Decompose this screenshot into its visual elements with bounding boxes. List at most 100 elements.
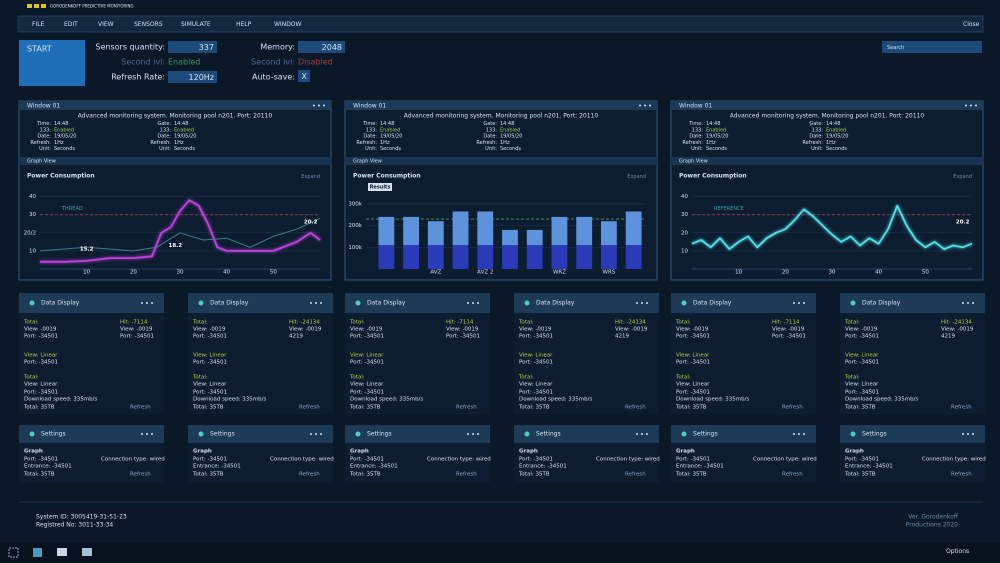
menu-dot[interactable] [315, 302, 317, 304]
menu-dot[interactable] [793, 433, 795, 435]
menu-dot[interactable] [315, 433, 317, 435]
bar-segment [576, 245, 593, 269]
start-button[interactable] [19, 40, 85, 86]
menu-dot[interactable] [141, 433, 143, 435]
info-label: Refresh: [150, 140, 171, 146]
menu-dot[interactable] [477, 302, 479, 304]
menu-dot[interactable] [641, 302, 643, 304]
menu-dot[interactable] [467, 433, 469, 435]
menu-dot[interactable] [798, 302, 800, 304]
menu-dot[interactable] [477, 433, 479, 435]
menu-dot[interactable] [318, 104, 320, 107]
description: Advanced monitoring system. Monitoring p… [404, 113, 599, 120]
menu-dot[interactable] [798, 433, 800, 435]
chart-icon[interactable] [33, 548, 42, 557]
menu-dot[interactable] [965, 104, 967, 107]
checkbox[interactable] [298, 70, 310, 82]
info-value: 1Hz [54, 140, 64, 146]
panel-text: Total: [349, 320, 365, 326]
menu-dot[interactable] [793, 302, 795, 304]
data-label: 20.2 [956, 219, 970, 225]
menu-dot[interactable] [803, 433, 805, 435]
panel-text: Download speed: 335mb/s [519, 397, 593, 403]
info-label: 133: [812, 127, 824, 133]
panel-title: Settings [210, 431, 235, 438]
menu-dot[interactable] [967, 302, 969, 304]
input-box[interactable] [168, 41, 217, 53]
menu-dot[interactable] [639, 104, 641, 107]
info-label: 133: [486, 127, 498, 133]
info-value: Enabled [706, 127, 726, 133]
menu-dot[interactable] [146, 302, 148, 304]
menu-dot[interactable] [313, 104, 315, 107]
menu-dot[interactable] [972, 302, 974, 304]
menu-item[interactable]: SIMULATE [181, 21, 211, 28]
menu-item[interactable]: HELP [236, 21, 252, 28]
menu-dot[interactable] [472, 302, 474, 304]
mail-icon[interactable] [82, 548, 92, 556]
menu-dot[interactable] [323, 104, 325, 107]
menu-dot[interactable] [646, 433, 648, 435]
menu-dot[interactable] [646, 302, 648, 304]
menu-dot[interactable] [967, 433, 969, 435]
input-box[interactable] [298, 41, 345, 53]
menu-dot[interactable] [151, 433, 153, 435]
menu-dot[interactable] [320, 433, 322, 435]
window-title: Window 01 [353, 102, 386, 109]
y-tick-label: 30 [29, 212, 36, 218]
status-dot [355, 431, 361, 437]
annotation: Results [370, 185, 391, 191]
apps-icon[interactable] [8, 547, 19, 558]
menu-item[interactable]: VIEW [98, 21, 114, 28]
menu-dot[interactable] [803, 302, 805, 304]
y-tick-label: 100k [348, 245, 362, 251]
menu-dot[interactable] [962, 433, 964, 435]
data-line [691, 204, 973, 250]
info-value: Seconds [380, 146, 401, 152]
info-value: 19/05/20 [54, 134, 76, 140]
window-icon[interactable] [57, 548, 67, 556]
menu-item[interactable]: WINDOW [274, 21, 302, 28]
menu-dot[interactable] [970, 104, 972, 107]
panel-text: Total: [192, 375, 208, 381]
menu-dot[interactable] [141, 302, 143, 304]
status-dot [198, 300, 204, 306]
info-label: Date: [363, 134, 377, 140]
menu-dot[interactable] [636, 302, 638, 304]
menu-dot[interactable] [649, 104, 651, 107]
menu-dot[interactable] [151, 302, 153, 304]
input-box[interactable] [168, 71, 217, 83]
menu-dot[interactable] [962, 302, 964, 304]
panel-title: Settings [536, 431, 561, 438]
panel-text: View: Linear [350, 382, 384, 388]
menu-dot[interactable] [310, 433, 312, 435]
menu-dot[interactable] [636, 433, 638, 435]
search-box[interactable] [882, 41, 982, 53]
label: Refresh Rate: [111, 73, 165, 82]
menu-item[interactable]: SENSORS [134, 21, 163, 28]
menu-dot[interactable] [467, 302, 469, 304]
info-value: Seconds [54, 146, 75, 152]
panel-text: Connection type: wired [427, 457, 491, 463]
graph-view-bar [19, 157, 331, 165]
menu-dot[interactable] [320, 302, 322, 304]
version: Ver. Gorodenkoff [908, 514, 959, 521]
info-label: 133: [692, 127, 704, 133]
window [670, 100, 984, 281]
window-title: Window 01 [27, 102, 60, 109]
menu-dot[interactable] [146, 433, 148, 435]
panel-header [671, 425, 816, 443]
menu-dot[interactable] [972, 433, 974, 435]
menu-dot[interactable] [644, 104, 646, 107]
menu-dot[interactable] [975, 104, 977, 107]
panel-text: Total: [518, 375, 534, 381]
panel-text: Refresh [951, 472, 972, 478]
menu-dot[interactable] [472, 433, 474, 435]
menu-dot[interactable] [310, 302, 312, 304]
panel-text: Port: -34501 [350, 390, 384, 396]
menu-item[interactable]: FILE [32, 21, 45, 28]
menu-dot[interactable] [641, 433, 643, 435]
x-tick-label: 30 [829, 270, 836, 276]
graph-view-bar [671, 157, 983, 165]
menu-item[interactable]: EDIT [64, 21, 78, 28]
